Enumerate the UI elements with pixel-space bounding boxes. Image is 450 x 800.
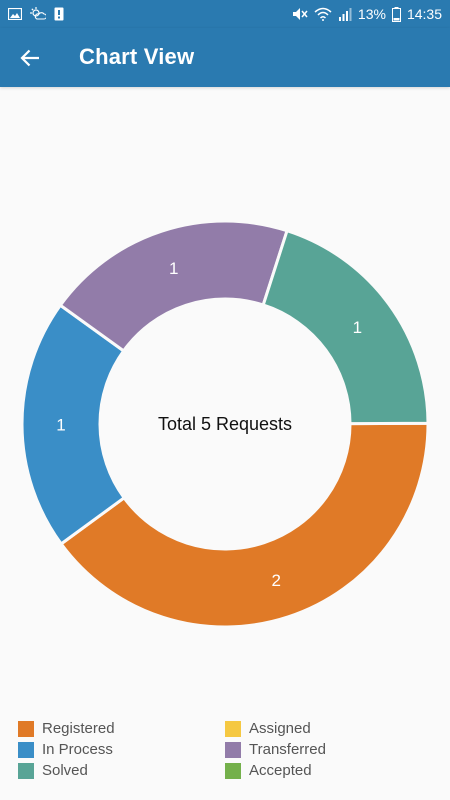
slice-value-label: 2 — [271, 571, 280, 590]
battery-icon — [391, 6, 401, 22]
weather-icon — [30, 7, 46, 20]
legend-label: Assigned — [249, 720, 311, 737]
legend-label: Transferred — [249, 741, 326, 758]
clock: 14:35 — [406, 6, 442, 22]
signal-icon — [338, 8, 352, 21]
chart-container: 2 1 1 1 Total 5 Requests — [0, 87, 450, 707]
legend-swatch — [225, 741, 241, 758]
status-left-icons — [8, 5, 64, 23]
legend-item-assigned: Assigned — [225, 720, 425, 737]
wifi-icon — [314, 7, 332, 21]
mute-icon — [292, 8, 308, 20]
legend-label: In Process — [42, 741, 113, 758]
legend-item-accepted: Accepted — [225, 762, 425, 779]
back-button[interactable] — [14, 42, 46, 74]
donut-chart: 2 1 1 1 Total 5 Requests — [20, 219, 430, 629]
legend-item-in-process: In Process — [18, 741, 225, 758]
legend-swatch — [18, 762, 34, 779]
battery-percentage: 13% — [357, 6, 386, 22]
slice-value-label: 1 — [353, 318, 362, 337]
chart-legend: Registered Assigned In Process Transferred S… — [18, 720, 438, 779]
legend-swatch — [18, 720, 34, 737]
alert-icon — [54, 7, 64, 21]
status-right-icons: 13% 14:35 — [292, 4, 442, 24]
legend-label: Registered — [42, 720, 115, 737]
legend-item-transferred: Transferred — [225, 741, 425, 758]
page-title: Chart View — [79, 44, 195, 69]
slice-transferred[interactable] — [58, 219, 289, 353]
slice-in-process[interactable] — [20, 303, 127, 546]
slice-solved[interactable] — [261, 228, 430, 426]
legend-swatch — [225, 720, 241, 737]
image-icon — [8, 8, 22, 20]
slice-value-label: 1 — [169, 259, 178, 278]
legend-item-registered: Registered — [18, 720, 225, 737]
slice-registered[interactable] — [59, 421, 430, 629]
arrow-left-icon — [20, 49, 39, 67]
legend-item-solved: Solved — [18, 762, 225, 779]
status-bar: 13% 14:35 — [0, 0, 450, 28]
chart-center-text: Total 5 Requests — [158, 414, 292, 434]
legend-swatch — [18, 741, 34, 758]
legend-label: Accepted — [249, 762, 312, 779]
legend-label: Solved — [42, 762, 88, 779]
legend-swatch — [225, 762, 241, 779]
slice-value-label: 1 — [56, 416, 65, 435]
app-bar: Chart View — [0, 28, 450, 87]
